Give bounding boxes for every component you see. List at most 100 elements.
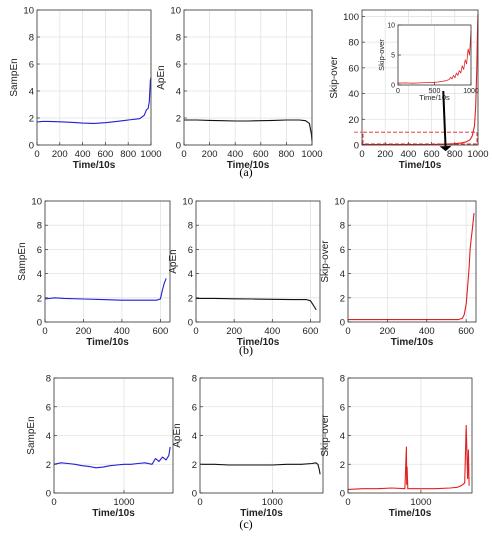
y-tick-label: 6 [192,402,197,413]
chart-0-1: 0 200 400 600 800 1000 0 2 4 6 8 10 Time/10s ApEn [156,6,323,172]
x-tick-label: 400 [227,149,243,160]
axes-frame [361,9,479,146]
series-line [184,119,313,141]
y-tick-label: 6 [176,60,181,71]
y-tick-label: 10 [387,23,395,30]
y-tick-label: 10 [334,197,345,208]
y-tick-label: 20 [348,115,359,126]
axes-frame [347,200,477,323]
panel-label: (b) [239,343,253,357]
y-tick-label: 6 [29,60,34,71]
y-tick-label: 0 [354,141,359,152]
y-tick-label: 4 [192,431,197,442]
plot-area [37,10,151,145]
axes-frame [36,9,152,146]
y-tick-label: 0 [340,489,345,500]
plot-area [45,201,170,322]
y-tick-label: 40 [348,89,359,100]
series-line [196,297,317,311]
y-tick-label: 4 [176,87,181,98]
x-axis-label: Time/10s [399,160,442,171]
y-tick-label: 10 [182,197,193,208]
y-tick-label: 8 [192,374,197,385]
axes-frame [183,9,313,146]
y-tick-label: 8 [176,33,181,44]
x-tick-label: 0 [396,88,400,95]
y-axis-label: SampEn [17,242,28,280]
x-tick-label: 500 [429,88,441,95]
x-axis-label: Time/10s [237,337,280,348]
y-tick-label: 6 [340,245,345,256]
x-tick-label: 1000 [467,149,488,160]
panel-label: (c) [239,517,252,531]
x-axis-label: Time/10s [86,337,129,348]
x-tick-label: 1000 [463,88,479,95]
y-tick-label: 100 [343,12,359,23]
series-line [348,213,475,321]
y-axis-label: Skip-over [377,39,386,71]
y-tick-label: 0 [46,489,51,500]
x-tick-label: 400 [264,326,280,337]
x-axis-label: Time/10s [389,508,432,519]
x-tick-label: 0 [34,149,39,160]
x-tick-label: 800 [447,149,463,160]
y-tick-label: 4 [340,431,345,442]
chart-1-0: 0 200 400 600 0 2 4 6 8 10 Time/10s SampEn [17,197,171,348]
plot-area [348,201,476,322]
x-tick-label: 800 [120,149,136,160]
y-tick-label: 8 [340,374,345,385]
y-tick-label: 80 [348,38,359,49]
x-tick-label: 1000 [301,149,322,160]
x-tick-label: 400 [400,149,416,160]
chart-2-1: 0 1000 0 2 4 6 8 Time/10s ApEn [172,374,324,519]
y-tick-label: 2 [340,460,345,471]
x-tick-label: 400 [114,326,130,337]
y-axis-label: Skip-over [320,240,331,283]
panel-label: (a) [239,165,252,179]
x-tick-label: 0 [193,326,198,337]
y-tick-label: 8 [37,221,42,232]
y-axis-label: SampEn [9,58,20,96]
y-axis-label: ApEn [168,249,179,273]
y-tick-label: 0 [391,83,395,90]
x-tick-label: 200 [377,149,393,160]
series-line [44,278,167,301]
y-tick-label: 2 [37,293,42,304]
x-tick-label: 1000 [140,149,161,160]
series-line [362,13,479,146]
y-tick-label: 2 [340,293,345,304]
y-tick-label: 6 [340,402,345,413]
chart-2-0: 0 1000 0 2 4 6 8 Time/10s SampEn [26,374,174,519]
y-tick-label: 0 [192,489,197,500]
chart-1-2: 0 200 400 600 0 2 4 6 8 10 Time/10s Skip-over [320,197,477,348]
x-tick-label: 600 [303,326,319,337]
chart-1-1: 0 200 400 600 0 2 4 6 8 10 Time/10s ApEn [168,197,321,348]
y-tick-label: 4 [46,431,51,442]
y-tick-label: 10 [170,6,181,17]
inset-chart: 0 500 1000 0 5 10 Time/10s Skip-over [377,23,479,103]
y-tick-label: 0 [340,318,345,329]
y-tick-label: 4 [188,269,193,280]
x-axis-label: Time/10s [92,508,135,519]
y-tick-label: 8 [188,221,193,232]
x-tick-label: 600 [458,326,474,337]
series-line [397,30,472,84]
axes-frame [195,200,321,323]
x-tick-label: 1000 [410,497,431,508]
x-tick-label: 0 [181,149,186,160]
x-tick-label: 600 [253,149,269,160]
y-axis-label: ApEn [156,65,167,89]
y-tick-label: 2 [188,293,193,304]
y-tick-label: 5 [391,53,395,60]
x-tick-label: 0 [345,497,350,508]
y-tick-label: 10 [23,6,34,17]
x-tick-label: 200 [202,149,218,160]
y-axis-label: Skip-over [329,56,340,99]
y-tick-label: 0 [37,318,42,329]
x-tick-label: 600 [424,149,440,160]
x-tick-label: 600 [152,326,168,337]
x-axis-label: Time/10s [73,160,116,171]
x-tick-label: 0 [51,497,56,508]
y-tick-label: 0 [176,141,181,152]
